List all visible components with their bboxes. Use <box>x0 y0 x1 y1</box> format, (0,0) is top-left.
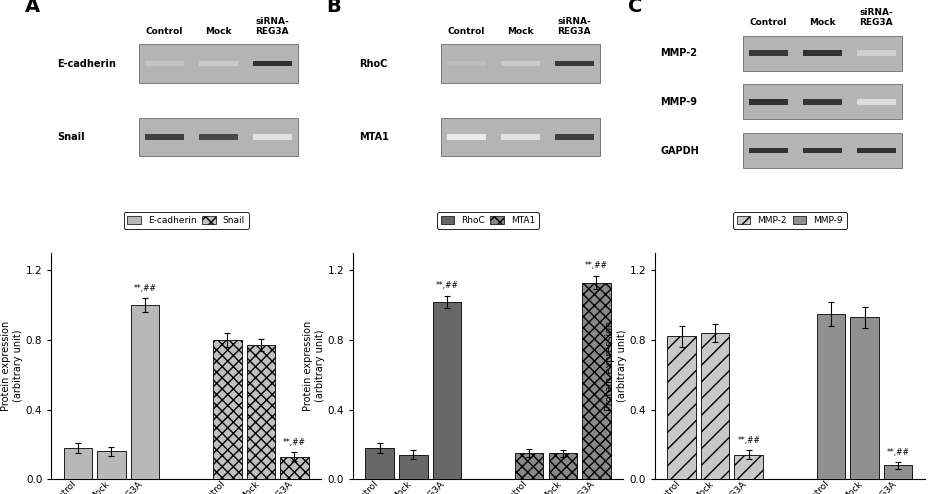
Bar <box>199 134 238 139</box>
Bar <box>447 134 486 139</box>
Bar <box>139 44 298 82</box>
Bar <box>884 465 913 479</box>
Text: MMP-2: MMP-2 <box>660 48 698 58</box>
Bar <box>856 99 896 105</box>
Text: B: B <box>326 0 341 16</box>
Bar <box>850 317 879 479</box>
Bar <box>280 456 308 479</box>
Text: Mock: Mock <box>507 27 533 36</box>
Text: Control: Control <box>146 27 183 36</box>
Text: C: C <box>629 0 643 16</box>
Text: MTA1: MTA1 <box>359 132 389 142</box>
Bar <box>253 61 291 66</box>
Bar <box>749 148 787 154</box>
Bar <box>548 453 577 479</box>
Text: **,##: **,## <box>435 282 459 290</box>
Bar <box>441 118 600 156</box>
Bar <box>365 448 394 479</box>
Bar <box>582 283 611 479</box>
Bar <box>501 134 540 139</box>
Bar <box>515 453 544 479</box>
Bar <box>856 148 896 154</box>
Text: **,##: **,## <box>134 284 156 293</box>
Text: siRNA-
REG3A: siRNA- REG3A <box>859 8 893 27</box>
Text: A: A <box>24 0 39 16</box>
Bar <box>555 134 594 139</box>
Y-axis label: Protein expression
(arbitrary unit): Protein expression (arbitrary unit) <box>605 321 627 411</box>
Text: GAPDH: GAPDH <box>660 146 700 156</box>
Bar <box>668 336 696 479</box>
Bar <box>734 455 763 479</box>
Text: **,##: **,## <box>886 448 910 456</box>
Bar <box>501 61 540 66</box>
Text: MMP-9: MMP-9 <box>660 97 698 107</box>
Text: **,##: **,## <box>283 438 305 447</box>
Text: Control: Control <box>447 27 485 36</box>
Bar <box>817 314 845 479</box>
Y-axis label: Protein expression
(arbitrary unit): Protein expression (arbitrary unit) <box>304 321 325 411</box>
Bar <box>743 84 901 119</box>
Bar <box>447 61 486 66</box>
Legend: RhoC, MTA1: RhoC, MTA1 <box>437 212 539 229</box>
Bar <box>555 61 594 66</box>
Bar <box>199 61 238 66</box>
Bar <box>856 50 896 56</box>
Bar <box>749 50 787 56</box>
Text: Mock: Mock <box>205 27 232 36</box>
Bar <box>97 452 126 479</box>
Legend: MMP-2, MMP-9: MMP-2, MMP-9 <box>733 212 846 229</box>
Bar <box>743 36 901 71</box>
Text: Mock: Mock <box>809 18 836 27</box>
Text: Snail: Snail <box>57 132 84 142</box>
Text: RhoC: RhoC <box>359 59 387 69</box>
Bar <box>432 302 461 479</box>
Bar <box>700 333 729 479</box>
Text: Control: Control <box>750 18 787 27</box>
Bar <box>253 134 291 139</box>
Text: siRNA-
REG3A: siRNA- REG3A <box>256 17 290 36</box>
Text: **,##: **,## <box>737 436 760 445</box>
Text: E-cadherin: E-cadherin <box>57 59 116 69</box>
Bar <box>131 305 159 479</box>
Bar <box>441 44 600 82</box>
Text: **,##: **,## <box>585 261 608 270</box>
Bar <box>802 50 842 56</box>
Bar <box>399 455 428 479</box>
Bar <box>145 134 184 139</box>
Bar <box>802 148 842 154</box>
Bar <box>139 118 298 156</box>
Bar <box>213 340 242 479</box>
Y-axis label: Protein expression
(arbitrary unit): Protein expression (arbitrary unit) <box>1 321 23 411</box>
Bar <box>247 345 276 479</box>
Bar <box>64 448 92 479</box>
Bar <box>145 61 184 66</box>
Bar <box>749 99 787 105</box>
Text: siRNA-
REG3A: siRNA- REG3A <box>558 17 591 36</box>
Bar <box>743 133 901 168</box>
Bar <box>802 99 842 105</box>
Legend: E-cadherin, Snail: E-cadherin, Snail <box>123 212 248 229</box>
